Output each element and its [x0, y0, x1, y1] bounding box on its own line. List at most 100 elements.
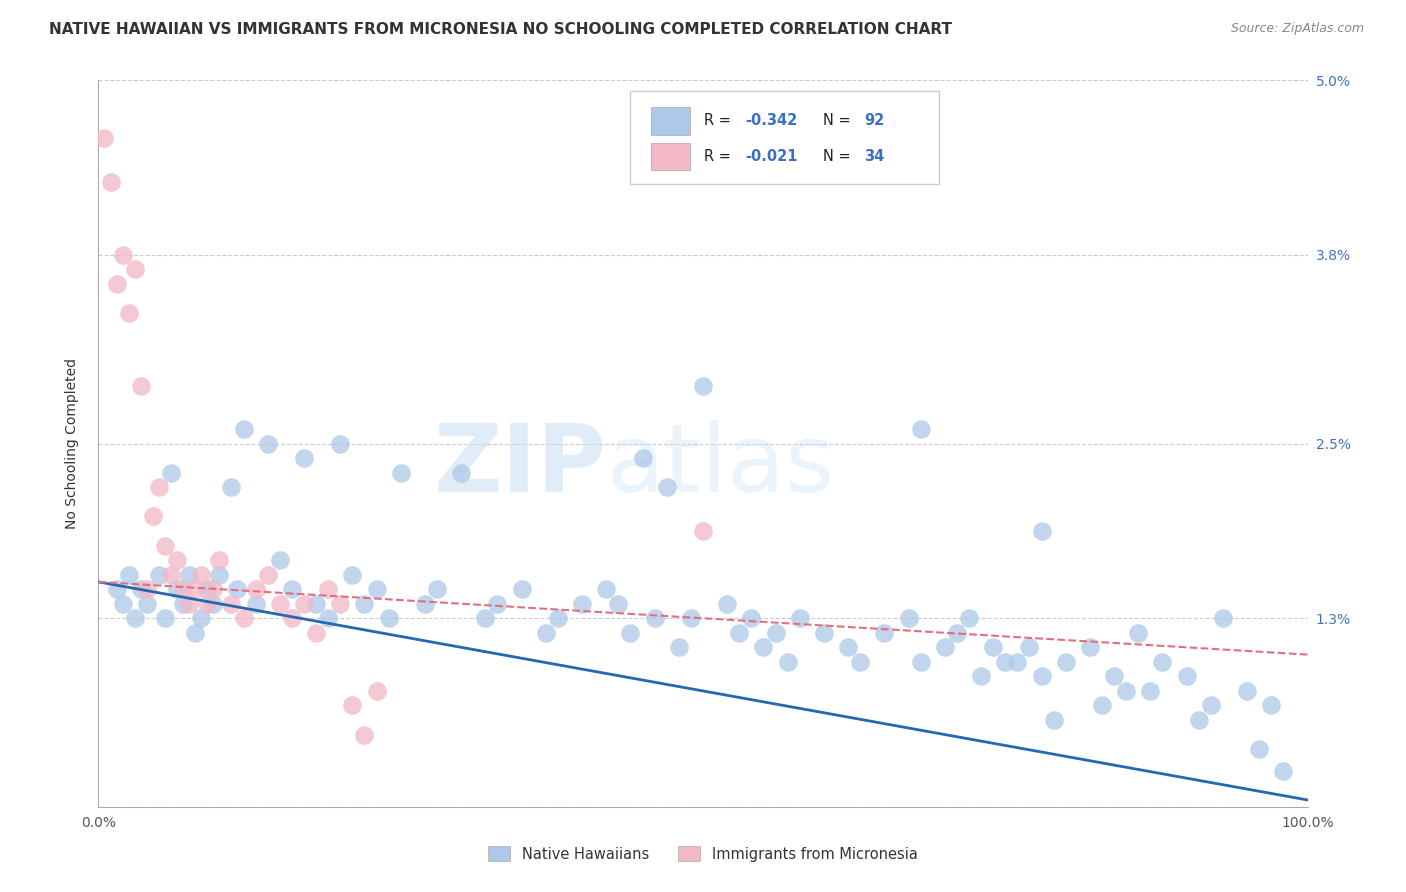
Point: [994, 655, 1017, 669]
Point: [93, 131, 115, 145]
Text: -0.021: -0.021: [745, 149, 797, 164]
Text: 92: 92: [863, 113, 884, 128]
Point: [208, 567, 231, 582]
Point: [668, 640, 690, 655]
Point: [160, 466, 183, 480]
Point: [281, 582, 304, 596]
Point: [1139, 684, 1161, 698]
Point: [202, 597, 225, 611]
Point: [269, 597, 291, 611]
Text: -0.342: -0.342: [745, 113, 797, 128]
Point: [105, 582, 128, 596]
Point: [1054, 655, 1077, 669]
Point: [172, 597, 194, 611]
Text: N =: N =: [823, 113, 855, 128]
Point: [221, 597, 243, 611]
Point: [547, 611, 569, 625]
Point: [1031, 524, 1053, 538]
Point: [166, 582, 188, 596]
Point: [292, 451, 315, 466]
Point: [292, 597, 315, 611]
Point: [184, 625, 207, 640]
Point: [148, 480, 170, 494]
Point: [202, 582, 225, 596]
Point: [281, 611, 304, 625]
Point: [118, 306, 141, 320]
FancyBboxPatch shape: [651, 107, 690, 135]
Point: [655, 480, 678, 494]
Point: [124, 262, 146, 277]
Point: [105, 277, 128, 291]
Point: [450, 466, 472, 480]
Point: [752, 640, 775, 655]
Point: [1188, 713, 1211, 727]
FancyBboxPatch shape: [651, 143, 690, 170]
Point: [957, 611, 980, 625]
Point: [1272, 764, 1295, 778]
Point: [342, 567, 364, 582]
Point: [1128, 625, 1150, 640]
Text: N =: N =: [823, 149, 855, 164]
Point: [426, 582, 449, 596]
Point: [221, 480, 243, 494]
Point: [129, 582, 152, 596]
Point: [765, 625, 787, 640]
Point: [813, 625, 835, 640]
Point: [1175, 669, 1198, 683]
Point: [740, 611, 762, 625]
Point: [148, 567, 170, 582]
Point: [1102, 669, 1125, 683]
Point: [256, 436, 278, 450]
Point: [1018, 640, 1040, 655]
Point: [179, 567, 201, 582]
Point: [1249, 742, 1271, 756]
Point: [631, 451, 654, 466]
Point: [316, 582, 339, 596]
Point: [245, 597, 267, 611]
Text: ZIP: ZIP: [433, 419, 606, 512]
Point: [946, 625, 969, 640]
Point: [353, 597, 375, 611]
Text: 34: 34: [863, 149, 884, 164]
Text: R =: R =: [704, 113, 735, 128]
Text: NATIVE HAWAIIAN VS IMMIGRANTS FROM MICRONESIA NO SCHOOLING COMPLETED CORRELATION: NATIVE HAWAIIAN VS IMMIGRANTS FROM MICRO…: [49, 22, 952, 37]
Point: [510, 582, 533, 596]
Point: [377, 611, 399, 625]
Point: [135, 597, 157, 611]
Point: [153, 611, 176, 625]
Point: [172, 582, 194, 596]
Point: [1007, 655, 1029, 669]
Text: Source: ZipAtlas.com: Source: ZipAtlas.com: [1230, 22, 1364, 36]
Point: [305, 597, 328, 611]
Point: [679, 611, 702, 625]
Point: [1031, 669, 1053, 683]
Point: [129, 378, 152, 392]
Point: [353, 728, 375, 742]
Point: [728, 625, 751, 640]
Y-axis label: No Schooling Completed: No Schooling Completed: [65, 359, 79, 529]
Point: [366, 684, 388, 698]
Point: [776, 655, 799, 669]
Point: [342, 698, 364, 713]
Point: [190, 611, 212, 625]
Point: [849, 655, 872, 669]
Point: [366, 582, 388, 596]
Point: [135, 582, 157, 596]
Point: [644, 611, 666, 625]
Point: [1091, 698, 1114, 713]
Point: [1115, 684, 1137, 698]
Point: [316, 611, 339, 625]
Point: [692, 378, 714, 392]
Point: [910, 422, 932, 436]
Point: [474, 611, 496, 625]
Point: [534, 625, 557, 640]
Point: [692, 524, 714, 538]
FancyBboxPatch shape: [630, 91, 939, 185]
Point: [934, 640, 956, 655]
Point: [486, 597, 509, 611]
Point: [232, 611, 254, 625]
Point: [142, 509, 165, 524]
Point: [873, 625, 896, 640]
Point: [269, 553, 291, 567]
Point: [789, 611, 811, 625]
